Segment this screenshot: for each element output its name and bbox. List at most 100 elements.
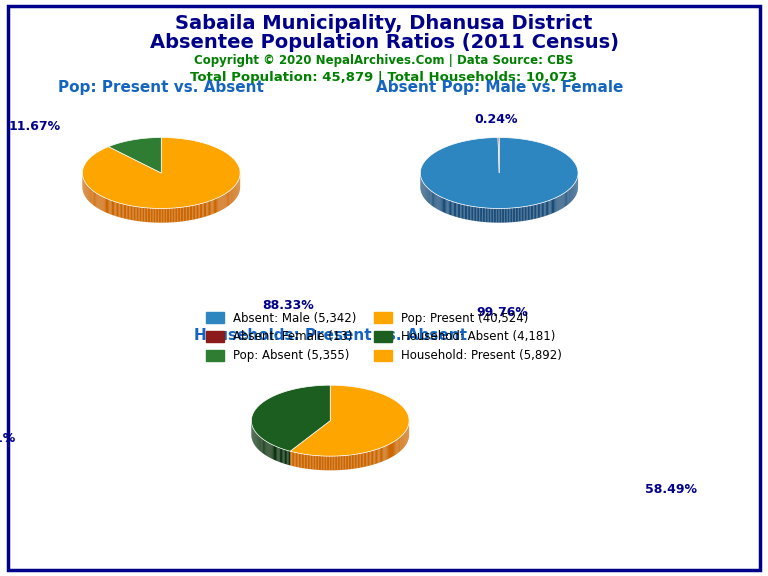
Polygon shape	[379, 448, 381, 463]
Polygon shape	[170, 208, 171, 222]
Polygon shape	[456, 203, 458, 217]
Polygon shape	[349, 455, 350, 469]
Polygon shape	[538, 203, 539, 218]
Polygon shape	[120, 203, 121, 218]
Polygon shape	[475, 207, 476, 221]
Polygon shape	[202, 203, 204, 218]
Polygon shape	[290, 451, 292, 466]
Polygon shape	[369, 451, 370, 466]
Polygon shape	[173, 208, 174, 222]
Polygon shape	[490, 209, 492, 222]
Polygon shape	[283, 449, 285, 464]
Polygon shape	[185, 207, 187, 221]
Polygon shape	[535, 204, 536, 219]
Polygon shape	[356, 454, 358, 468]
Polygon shape	[106, 198, 107, 213]
Polygon shape	[147, 208, 149, 222]
Polygon shape	[176, 208, 177, 222]
Polygon shape	[213, 199, 214, 214]
Polygon shape	[194, 205, 195, 219]
Polygon shape	[299, 453, 300, 468]
Polygon shape	[386, 445, 387, 460]
Polygon shape	[137, 207, 138, 221]
Polygon shape	[434, 193, 435, 207]
Polygon shape	[526, 206, 528, 221]
Polygon shape	[497, 209, 498, 223]
Polygon shape	[190, 206, 191, 220]
Polygon shape	[96, 193, 97, 207]
Polygon shape	[362, 453, 363, 467]
Polygon shape	[97, 194, 98, 208]
Polygon shape	[398, 438, 399, 453]
Polygon shape	[363, 453, 365, 467]
Polygon shape	[218, 197, 220, 211]
Polygon shape	[171, 208, 173, 222]
Polygon shape	[314, 456, 316, 469]
Polygon shape	[470, 206, 472, 221]
Polygon shape	[154, 209, 155, 222]
Polygon shape	[512, 208, 514, 222]
Polygon shape	[355, 454, 356, 469]
Polygon shape	[129, 206, 131, 220]
Polygon shape	[341, 456, 343, 470]
Polygon shape	[108, 199, 109, 214]
Polygon shape	[545, 202, 546, 216]
Polygon shape	[308, 454, 310, 469]
Polygon shape	[438, 195, 439, 210]
Text: 88.33%: 88.33%	[262, 300, 314, 312]
Polygon shape	[122, 204, 124, 218]
Polygon shape	[160, 209, 161, 223]
Polygon shape	[331, 456, 333, 471]
Polygon shape	[515, 207, 517, 222]
Polygon shape	[465, 205, 466, 219]
Polygon shape	[503, 209, 505, 223]
Polygon shape	[265, 441, 266, 455]
Polygon shape	[443, 198, 444, 213]
Polygon shape	[121, 203, 122, 218]
Polygon shape	[131, 206, 132, 220]
Polygon shape	[114, 202, 115, 216]
Polygon shape	[494, 209, 495, 222]
Polygon shape	[167, 209, 168, 222]
Polygon shape	[529, 206, 531, 220]
Polygon shape	[135, 206, 137, 221]
Polygon shape	[469, 206, 470, 220]
Polygon shape	[174, 208, 176, 222]
Polygon shape	[391, 443, 392, 457]
Polygon shape	[498, 138, 499, 173]
Polygon shape	[197, 204, 198, 219]
Polygon shape	[552, 199, 553, 214]
Polygon shape	[111, 200, 112, 215]
Text: 11.67%: 11.67%	[8, 120, 61, 132]
Polygon shape	[98, 195, 100, 209]
Polygon shape	[463, 204, 465, 219]
Polygon shape	[446, 199, 448, 214]
Polygon shape	[437, 195, 438, 209]
Text: 41.51%: 41.51%	[0, 432, 15, 445]
Polygon shape	[462, 204, 463, 219]
Polygon shape	[287, 450, 289, 465]
Polygon shape	[553, 199, 554, 213]
Polygon shape	[179, 207, 180, 222]
Polygon shape	[452, 202, 454, 216]
Polygon shape	[558, 196, 560, 211]
Polygon shape	[485, 208, 487, 222]
Polygon shape	[282, 449, 283, 464]
Polygon shape	[476, 207, 478, 221]
Polygon shape	[498, 209, 500, 223]
Polygon shape	[329, 456, 331, 471]
Polygon shape	[468, 206, 469, 220]
Polygon shape	[310, 455, 311, 469]
Polygon shape	[495, 209, 497, 223]
Polygon shape	[149, 208, 151, 222]
Polygon shape	[297, 453, 299, 467]
Polygon shape	[263, 439, 264, 454]
Polygon shape	[444, 198, 445, 213]
Polygon shape	[339, 456, 341, 470]
Polygon shape	[393, 442, 394, 456]
Polygon shape	[195, 204, 197, 219]
Polygon shape	[228, 191, 229, 206]
Polygon shape	[82, 138, 240, 209]
Polygon shape	[224, 194, 225, 209]
Polygon shape	[373, 450, 375, 465]
